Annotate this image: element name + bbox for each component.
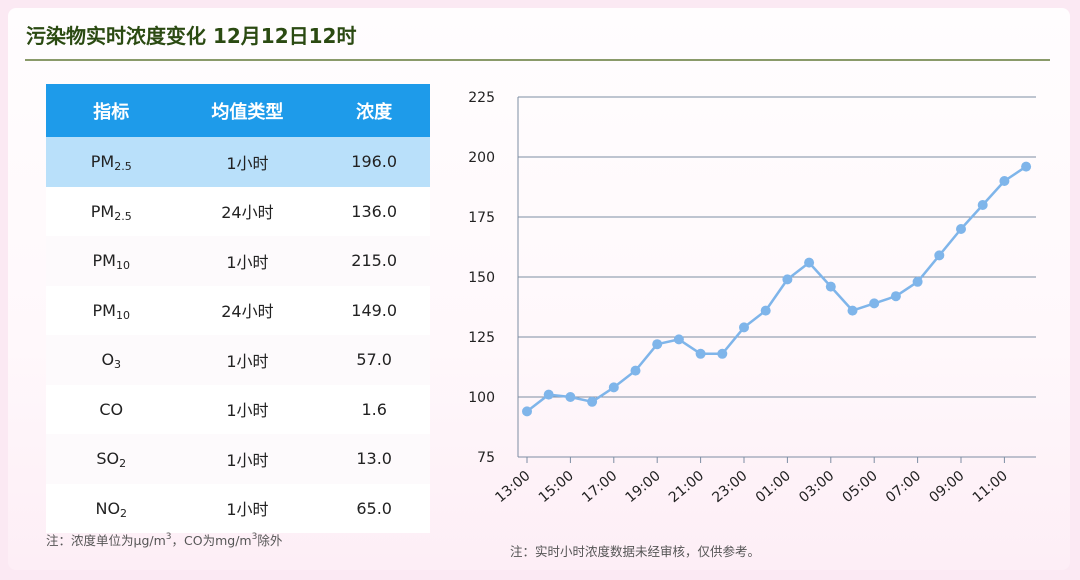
data-point xyxy=(934,250,945,261)
x-tick-label: 07:00 xyxy=(883,468,924,506)
pollutant-cell: NO2 xyxy=(46,483,177,533)
data-point xyxy=(608,382,619,393)
units-note: 注：浓度单位为μg/m3，CO为mg/m3除外 xyxy=(46,532,283,549)
data-point xyxy=(847,305,858,316)
pollutant-cell: PM2.5 xyxy=(46,137,177,187)
value-cell: 57.0 xyxy=(318,335,430,385)
data-point xyxy=(760,305,771,316)
x-tick-label: 11:00 xyxy=(970,468,1011,506)
data-point xyxy=(804,257,815,268)
data-point xyxy=(999,176,1010,186)
value-cell: 13.0 xyxy=(318,434,430,484)
pollutant-cell: PM2.5 xyxy=(46,186,177,236)
data-point xyxy=(522,406,532,417)
data-point xyxy=(739,322,749,333)
avg-type-cell: 1小时 xyxy=(176,483,319,533)
value-cell: 196.0 xyxy=(318,137,430,187)
header-concentration: 浓度 xyxy=(318,84,430,137)
data-point xyxy=(630,365,641,376)
x-tick-label: 05:00 xyxy=(840,468,881,506)
pollutant-cell: SO2 xyxy=(46,434,177,484)
data-point xyxy=(869,298,880,309)
avg-type-cell: 1小时 xyxy=(176,384,319,434)
y-tick-label: 225 xyxy=(468,90,495,106)
y-tick-label: 75 xyxy=(477,450,495,466)
table-row[interactable]: O3 1小时 57.0 xyxy=(46,335,430,385)
avg-type-cell: 24小时 xyxy=(176,285,319,335)
data-point xyxy=(890,291,901,302)
value-cell: 1.6 xyxy=(318,384,430,434)
data-point xyxy=(652,339,663,350)
data-point xyxy=(912,276,923,287)
page-title: 污染物实时浓度变化 12月12日12时 xyxy=(26,24,357,48)
avg-type-cell: 1小时 xyxy=(176,137,319,187)
data-point xyxy=(977,200,988,210)
pm25-line-chart: 75 100 125 150 175 200 225 13:00 15:00 17:00 19:00… xyxy=(468,90,1036,506)
value-cell: 65.0 xyxy=(318,483,430,533)
disclaimer-note: 注：实时小时浓度数据未经审核，仅供参考。 xyxy=(510,544,761,559)
header-indicator: 指标 xyxy=(46,84,177,137)
table-row[interactable]: SO2 1小时 13.0 xyxy=(46,434,430,484)
x-tick-label: 15:00 xyxy=(536,468,577,506)
avg-type-cell: 1小时 xyxy=(176,236,319,286)
table-row[interactable]: PM10 24小时 149.0 xyxy=(46,285,430,335)
x-tick-label: 01:00 xyxy=(753,468,794,506)
table-header-row: 指标 均值类型 浓度 xyxy=(46,84,430,137)
data-point xyxy=(717,348,728,359)
data-point xyxy=(673,334,684,345)
data-point xyxy=(1021,161,1032,172)
avg-type-cell: 1小时 xyxy=(176,434,319,484)
pollutant-cell: CO xyxy=(46,384,177,434)
data-point xyxy=(587,396,598,407)
y-tick-label: 200 xyxy=(468,150,495,166)
value-cell: 136.0 xyxy=(318,186,430,236)
table-row[interactable]: PM10 1小时 215.0 xyxy=(46,236,430,286)
data-point xyxy=(695,348,706,359)
pollutant-cell: PM10 xyxy=(46,285,177,335)
y-tick-label: 125 xyxy=(468,330,495,346)
header-average-type: 均值类型 xyxy=(176,84,319,137)
table-row[interactable]: NO2 1小时 65.0 xyxy=(46,483,430,533)
x-tick-label: 17:00 xyxy=(579,468,620,506)
pollutant-cell: PM10 xyxy=(46,236,177,286)
x-tick-label: 09:00 xyxy=(926,468,967,506)
series-line xyxy=(526,165,1027,413)
avg-type-cell: 1小时 xyxy=(176,335,319,385)
pollutant-cell: O3 xyxy=(46,335,177,385)
value-cell: 215.0 xyxy=(318,236,430,286)
pollutant-table: 指标 均值类型 浓度 PM2.5 1小时 196.0 PM2.5 24小时 13… xyxy=(46,84,430,533)
x-tick-label: 19:00 xyxy=(623,468,664,506)
y-tick-label: 175 xyxy=(468,210,495,226)
x-tick-label: 03:00 xyxy=(796,468,837,506)
table-row[interactable]: CO 1小时 1.6 xyxy=(46,384,430,434)
table-row[interactable]: PM2.5 1小时 196.0 xyxy=(46,137,430,187)
data-point xyxy=(565,392,576,402)
data-point xyxy=(543,389,554,400)
data-point xyxy=(825,281,836,292)
x-tick-label: 23:00 xyxy=(709,468,750,506)
data-point xyxy=(782,274,793,285)
y-tick-label: 150 xyxy=(468,270,495,286)
x-tick-label: 13:00 xyxy=(492,468,533,506)
x-tick-label: 21:00 xyxy=(666,468,707,506)
y-tick-label: 100 xyxy=(468,390,495,406)
value-cell: 149.0 xyxy=(318,285,430,335)
title-divider xyxy=(25,59,1050,61)
data-point xyxy=(956,224,966,234)
table-row[interactable]: PM2.5 24小时 136.0 xyxy=(46,186,430,236)
avg-type-cell: 24小时 xyxy=(176,186,319,236)
